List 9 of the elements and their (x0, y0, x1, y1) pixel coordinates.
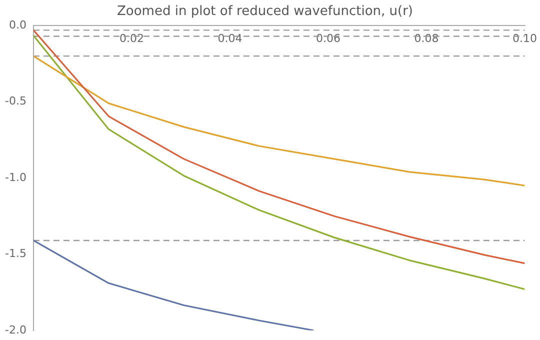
x-tick-label: 0.04 (218, 32, 242, 46)
x-tick-label: 0.10 (512, 32, 538, 46)
y-tick-label: -1.5 (4, 247, 26, 260)
chart-title: Zoomed in plot of reduced wavefunction, u(r) (116, 4, 414, 20)
x-tick-label: 0.02 (119, 32, 144, 46)
y-tick-label: -1.0 (4, 170, 26, 184)
y-tick-label: -0.5 (4, 94, 26, 108)
y-tick-label: -2.0 (4, 323, 26, 336)
y-tick-label: 0.0 (8, 18, 26, 32)
